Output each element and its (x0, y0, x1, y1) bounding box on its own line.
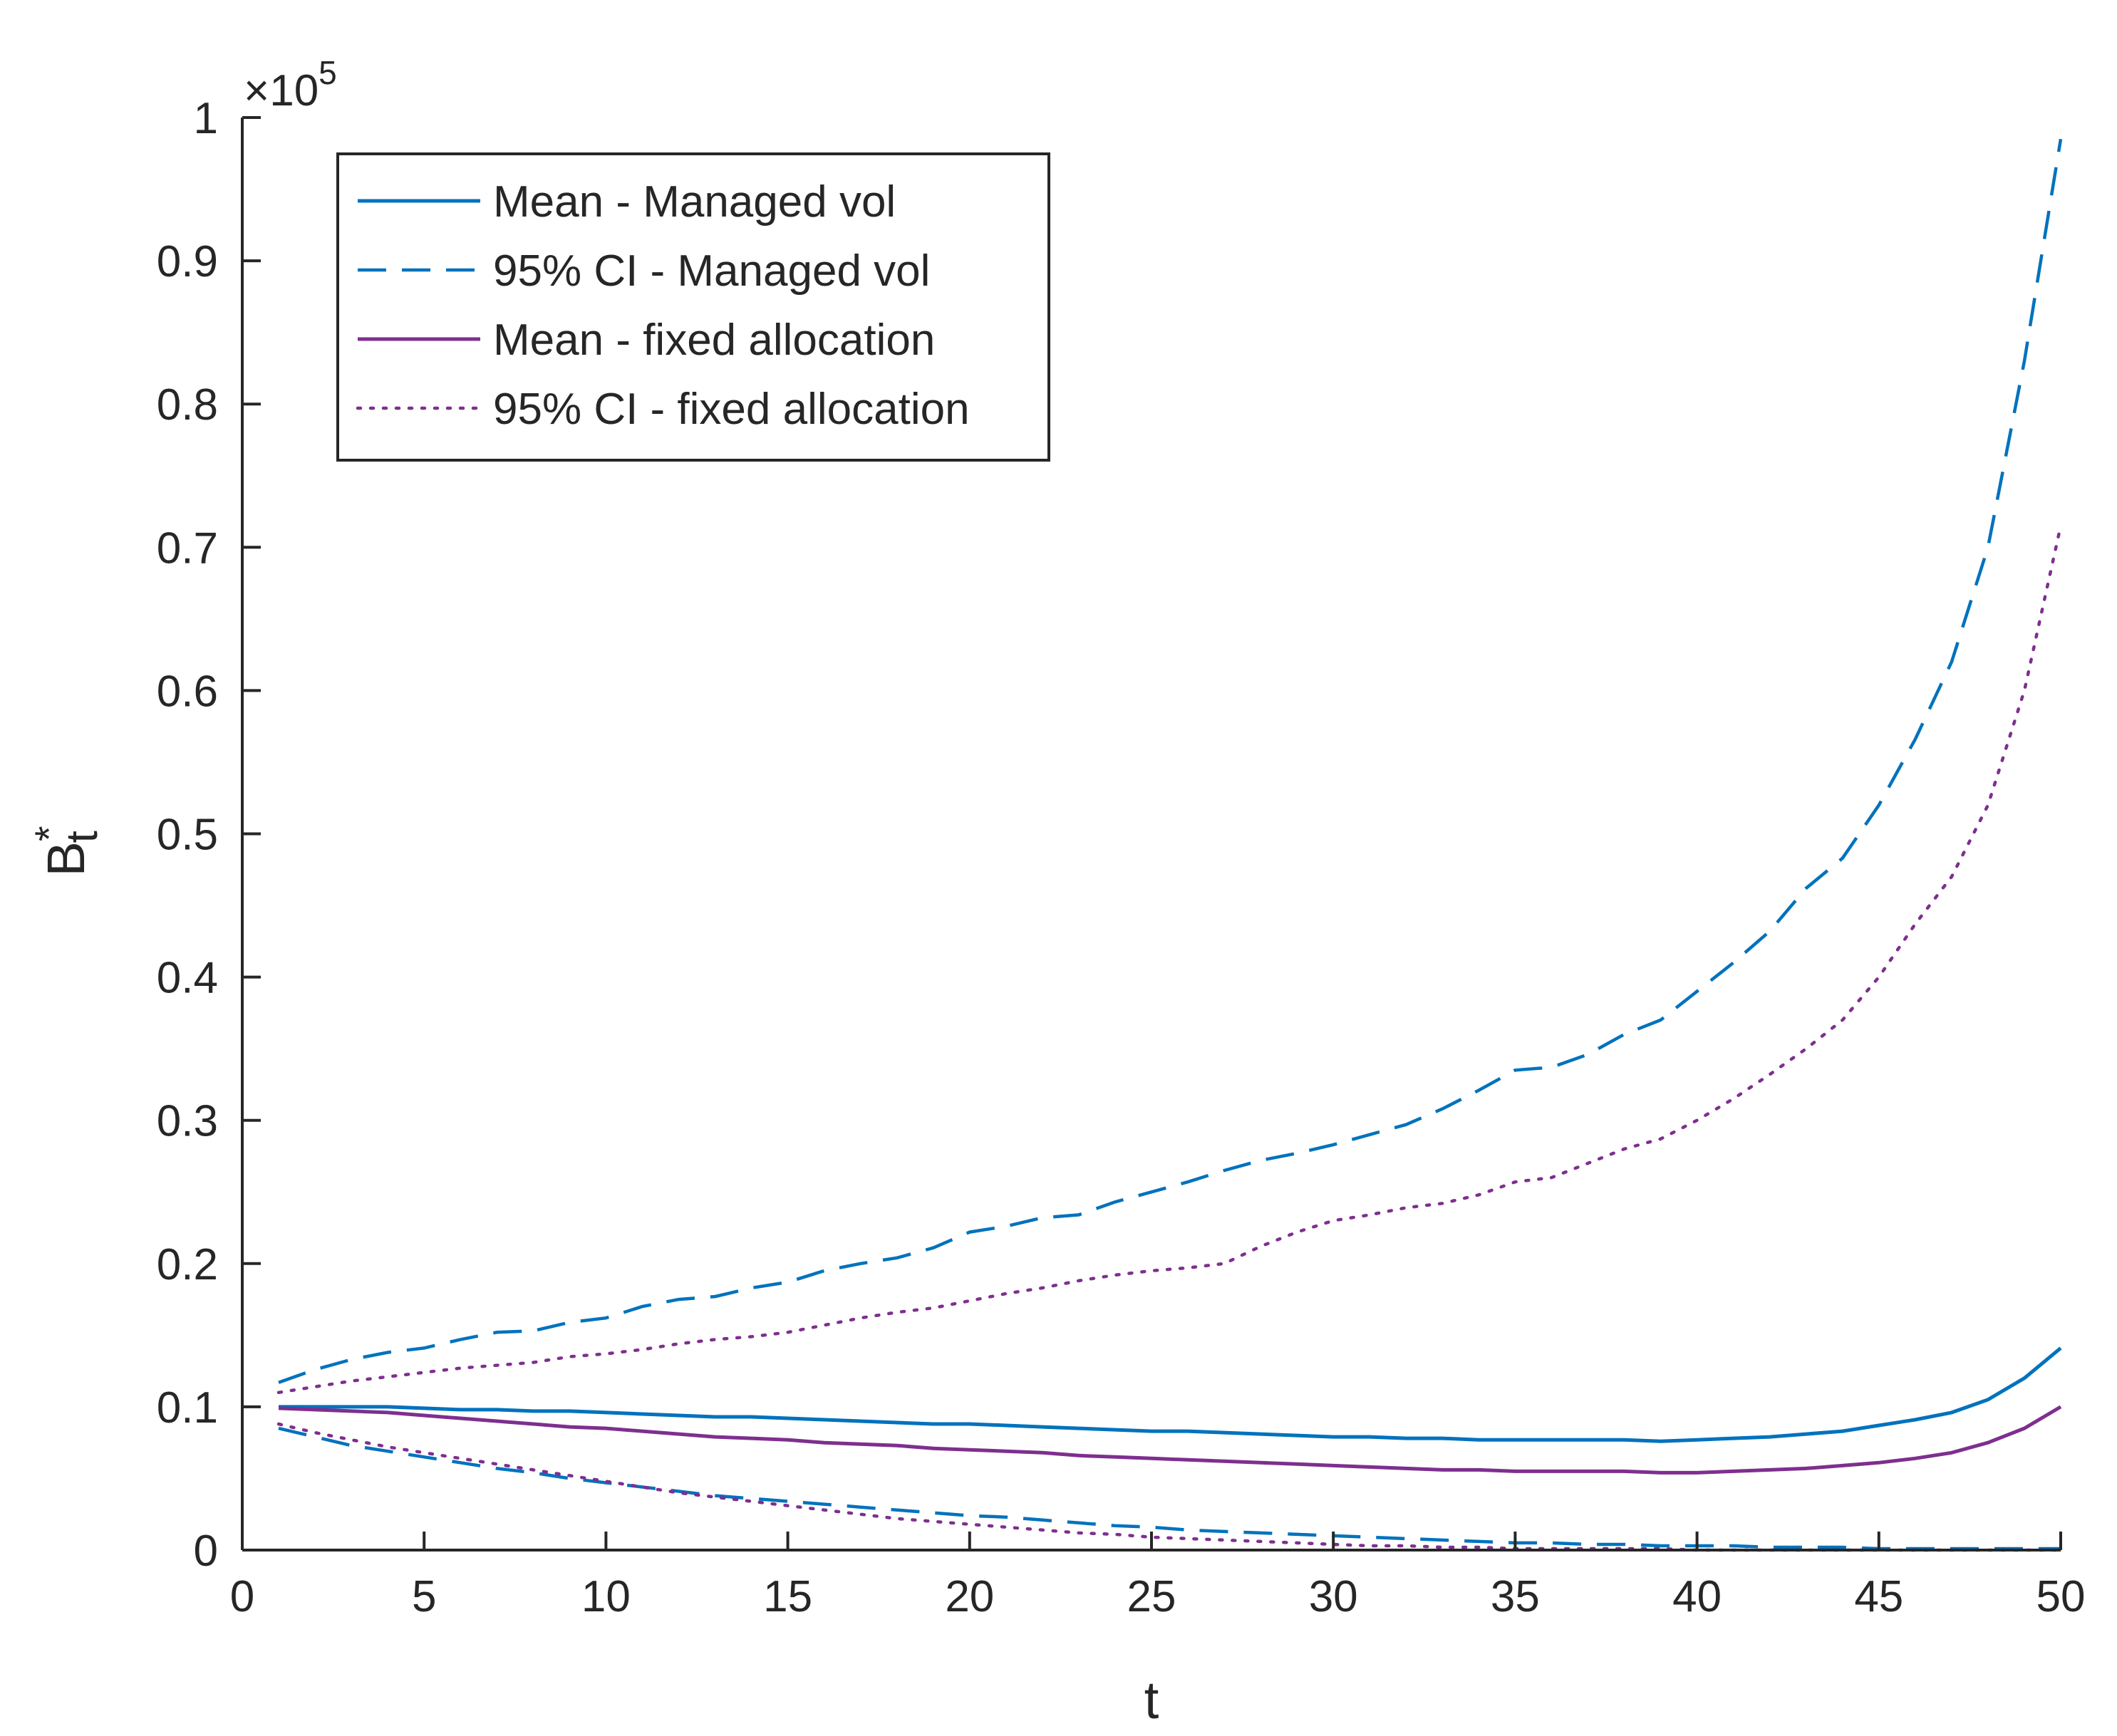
series-line-1 (278, 138, 2063, 1384)
series-line-3 (276, 524, 2063, 1395)
x-tick-label: 5 (412, 1572, 436, 1621)
y-tick-label: 0.8 (157, 380, 218, 430)
x-tick-label: 10 (581, 1572, 631, 1621)
y-tick-label: 0.3 (157, 1097, 218, 1146)
y-tick-label: 0.5 (157, 811, 218, 860)
x-tick-label: 20 (945, 1572, 994, 1621)
y-tick-label: 0.2 (157, 1240, 218, 1289)
y-tick-label: 0.9 (157, 237, 218, 286)
ticks-layer: 0 5 10 15 20 25 30 35 40 45 50 0 0.1 0.2 0.3 0.4 0.5 0.6 0… (157, 94, 2086, 1621)
legend: Mean - Managed vol 95% CI - Managed vol Me… (336, 152, 1050, 462)
y-exponent-label: ×105 (244, 54, 337, 115)
y-tick-label: 1 (194, 94, 218, 143)
y-tick-label: 0.4 (157, 954, 218, 1003)
y-tick-label: 0 (194, 1527, 218, 1576)
series-line-5 (276, 1422, 2063, 1552)
x-tick-label: 30 (1309, 1572, 1358, 1621)
x-tick-label: 45 (1854, 1572, 1903, 1621)
y-exponent-text: ×105 (244, 54, 337, 115)
y-axis-title-subscript: t (58, 831, 107, 843)
y-tick-label: 0.7 (157, 524, 218, 573)
series-line-2 (278, 1405, 2062, 1475)
y-axis-title-superscript: * (26, 826, 71, 841)
legend-box (336, 152, 1050, 462)
legend-label: 95% CI - fixed allocation (493, 385, 970, 434)
x-tick-label: 0 (230, 1572, 254, 1621)
y-tick-label: 0.6 (157, 667, 218, 716)
series-line-4 (278, 1426, 2061, 1551)
x-axis-title: t (1144, 1670, 1159, 1730)
x-tick-label: 50 (2036, 1572, 2086, 1621)
series-layer (276, 138, 2063, 1552)
y-exponent-times: ×10 (244, 66, 319, 115)
legend-label: Mean - Managed vol (493, 177, 896, 227)
y-exponent-power: 5 (319, 54, 337, 91)
y-axis-title: B*t (26, 826, 107, 876)
x-tick-label: 15 (763, 1572, 812, 1621)
y-axis-title-base: B (36, 841, 95, 876)
x-tick-label: 35 (1491, 1572, 1540, 1621)
x-tick-label: 40 (1672, 1572, 1722, 1621)
y-tick-label: 0.1 (157, 1383, 218, 1433)
x-tick-label: 25 (1127, 1572, 1176, 1621)
series-line-0 (279, 1346, 2062, 1443)
y-axis-title-text: B*t (26, 826, 107, 876)
legend-label: Mean - fixed allocation (493, 316, 935, 365)
legend-label: 95% CI - Managed vol (493, 246, 930, 296)
